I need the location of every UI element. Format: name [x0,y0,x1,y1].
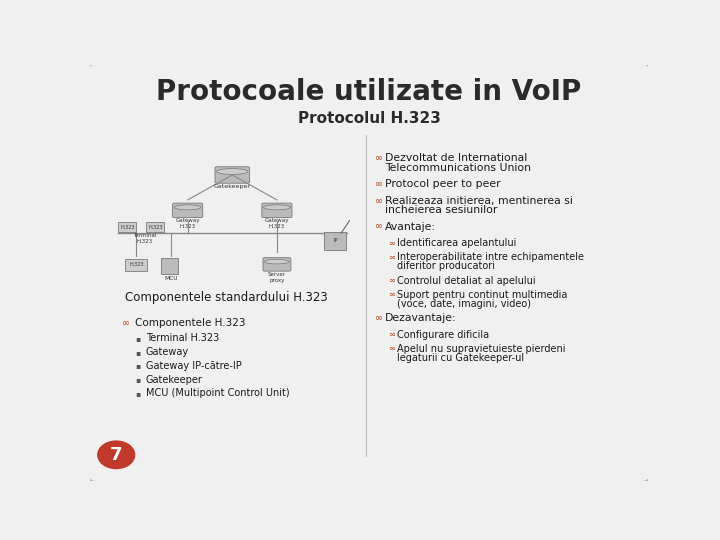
Text: Telecommunications Union: Telecommunications Union [384,163,531,172]
FancyBboxPatch shape [146,221,164,232]
Circle shape [98,441,135,469]
Text: ∞: ∞ [374,313,383,323]
Text: Dezavantaje:: Dezavantaje: [384,313,456,323]
Text: Realizeaza initierea, mentinerea si: Realizeaza initierea, mentinerea si [384,196,572,206]
FancyBboxPatch shape [263,258,291,271]
Text: Gateway
H.323: Gateway H.323 [265,218,289,229]
Text: MCU (Multipoint Control Unit): MCU (Multipoint Control Unit) [145,388,289,399]
Text: ▪: ▪ [136,375,141,384]
Text: Protocolul H.323: Protocolul H.323 [297,111,441,126]
Text: ∞: ∞ [374,221,383,232]
Text: Avantaje:: Avantaje: [384,221,436,232]
Text: ▪: ▪ [136,334,141,343]
Text: ∞: ∞ [389,345,395,353]
Text: Terminal H.323: Terminal H.323 [145,333,219,343]
Ellipse shape [265,259,289,264]
Text: Apelul nu supravietuieste pierdeni: Apelul nu supravietuieste pierdeni [397,344,565,354]
Text: Gateway IP-către-IP: Gateway IP-către-IP [145,361,241,371]
Text: ∞: ∞ [389,290,395,299]
Text: Controlul detaliat al apelului: Controlul detaliat al apelului [397,275,536,286]
Text: diferitor producatori: diferitor producatori [397,261,495,272]
Text: (voce, date, imagini, video): (voce, date, imagini, video) [397,299,531,309]
FancyBboxPatch shape [119,221,136,232]
Text: ▪: ▪ [136,361,141,370]
Text: Terminal
H.323: Terminal H.323 [132,233,156,244]
Text: Protocol peer to peer: Protocol peer to peer [384,179,500,189]
Text: 7: 7 [110,446,122,464]
Text: Gatekeeper: Gatekeeper [214,184,251,190]
FancyBboxPatch shape [161,258,178,274]
FancyBboxPatch shape [89,64,649,482]
Text: ▪: ▪ [136,389,141,398]
Text: Gateway: Gateway [145,347,189,357]
Text: Server
proxy: Server proxy [268,272,286,282]
Text: Componentele standardului H.323: Componentele standardului H.323 [125,291,328,304]
Text: Dezvoltat de International: Dezvoltat de International [384,153,527,164]
Ellipse shape [174,205,201,210]
Text: Identificarea apelantului: Identificarea apelantului [397,238,516,248]
Text: MCU: MCU [164,275,178,281]
Text: Gatekeeper: Gatekeeper [145,375,202,384]
Text: ∞: ∞ [374,153,383,164]
Text: Suport pentru continut multimedia: Suport pentru continut multimedia [397,290,567,300]
FancyBboxPatch shape [262,203,292,218]
Text: legaturii cu Gatekeeper-ul: legaturii cu Gatekeeper-ul [397,353,524,363]
Text: ∞: ∞ [122,318,130,328]
FancyBboxPatch shape [215,167,250,183]
Text: Configurare dificila: Configurare dificila [397,329,489,340]
Text: Interoperabilitate intre echipamentele: Interoperabilitate intre echipamentele [397,252,584,262]
FancyBboxPatch shape [173,203,203,218]
Text: H.323: H.323 [148,225,163,230]
Text: ∞: ∞ [389,276,395,285]
Text: Componentele H.323: Componentele H.323 [135,318,245,328]
Text: Protocoale utilizate in VoIP: Protocoale utilizate in VoIP [156,78,582,106]
Text: ∞: ∞ [374,196,383,206]
Text: ∞: ∞ [374,179,383,189]
Text: ∞: ∞ [389,330,395,339]
Text: ∞: ∞ [389,253,395,262]
Text: ▪: ▪ [136,348,141,356]
Ellipse shape [217,168,248,174]
FancyBboxPatch shape [125,259,148,271]
Text: IP: IP [333,238,338,243]
Text: incheierea sesiunilor: incheierea sesiunilor [384,205,497,215]
Text: H.323: H.323 [129,262,143,267]
Text: H.323: H.323 [120,225,135,230]
Text: Gateway
H.323: Gateway H.323 [176,218,200,229]
Ellipse shape [264,205,290,210]
FancyBboxPatch shape [324,232,347,251]
Text: ∞: ∞ [389,239,395,248]
